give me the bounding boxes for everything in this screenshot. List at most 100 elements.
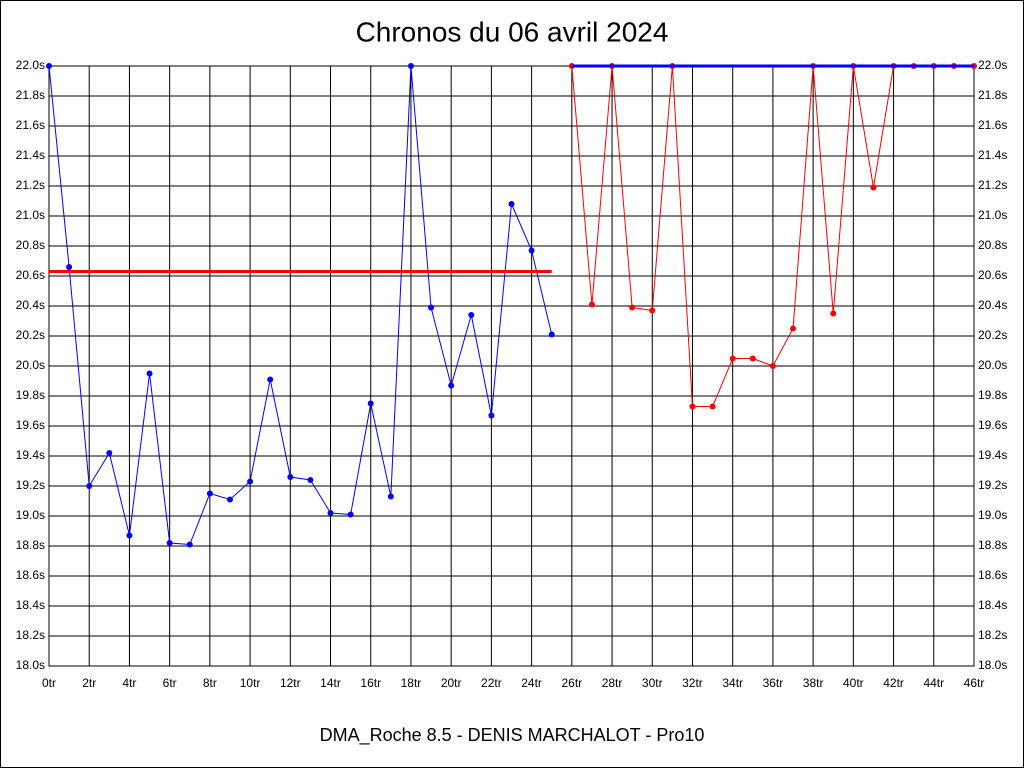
point <box>267 376 274 383</box>
x-tick-label: 8tr <box>203 676 217 690</box>
x-tick-label: 16tr <box>360 676 381 690</box>
x-tick-label: 46tr <box>964 676 985 690</box>
point <box>186 541 193 548</box>
point <box>307 477 314 483</box>
x-tick-label: 44tr <box>923 676 944 690</box>
footer: DMA_Roche 8.5 - DENIS MARCHALOT - Pro10 <box>320 725 705 746</box>
y-tick-label: 20.6s <box>16 268 45 282</box>
chart-title: Chronos du 06 avril 2024 <box>356 16 669 47</box>
point <box>66 264 73 270</box>
y2-tick-label: 21.8s <box>978 88 1007 102</box>
y2-tick-label: 18.6s <box>978 568 1007 582</box>
series-line <box>48 65 553 546</box>
y2-tick-label: 21.0s <box>978 208 1007 222</box>
y2-tick-label: 19.6s <box>978 418 1007 432</box>
point <box>407 63 414 69</box>
point <box>629 304 636 311</box>
x-tick-label: 36tr <box>763 676 784 690</box>
y-tick-label: 21.4s <box>16 148 45 162</box>
x-tick-label: 2tr <box>82 676 96 690</box>
y-tick-label: 21.6s <box>16 118 45 132</box>
point <box>749 355 756 362</box>
y-tick-label: 18.2s <box>16 628 45 642</box>
point <box>327 510 334 516</box>
x-tick-label: 20tr <box>441 676 462 690</box>
point <box>247 478 254 485</box>
y2-tick-label: 18.8s <box>978 538 1007 552</box>
y2-tick-label: 19.0s <box>978 508 1007 522</box>
x-tick-label: 32tr <box>682 676 703 690</box>
point <box>488 412 495 419</box>
x-tick-label: 28tr <box>602 676 623 690</box>
x-tick-label: 42tr <box>883 676 904 690</box>
y2-tick-label: 20.4s <box>978 298 1007 312</box>
y2-tick-label: 20.8s <box>978 238 1007 252</box>
point <box>367 400 374 407</box>
y-tick-label: 22.0s <box>16 58 45 72</box>
y2-tick-label: 21.6s <box>978 118 1007 132</box>
x-tick-label: 12tr <box>280 676 301 690</box>
y2-tick-label: 19.2s <box>978 478 1007 492</box>
y2-tick-label: 20.2s <box>978 328 1007 342</box>
y-tick-label: 20.4s <box>16 298 45 312</box>
x-tick-label: 26tr <box>561 676 582 690</box>
point <box>428 304 435 311</box>
y2-tick-label: 19.8s <box>978 388 1007 402</box>
point <box>206 490 213 497</box>
point <box>790 325 797 332</box>
y-tick-label: 20.0s <box>16 358 45 372</box>
point <box>528 247 535 254</box>
point <box>729 355 736 362</box>
x-tick-label: 10tr <box>240 676 261 690</box>
point <box>709 403 716 410</box>
y2-tick-label: 20.6s <box>978 268 1007 282</box>
y2-tick-label: 18.0s <box>978 658 1007 672</box>
y2-tick-label: 21.2s <box>978 178 1007 192</box>
y2-tick-label: 19.4s <box>978 448 1007 462</box>
point <box>649 307 656 314</box>
point <box>588 301 595 308</box>
point <box>287 474 294 480</box>
x-tick-label: 22tr <box>481 676 502 690</box>
point <box>448 382 455 389</box>
y-tick-label: 19.0s <box>16 508 45 522</box>
point <box>347 511 354 518</box>
point <box>86 483 93 489</box>
y-tick-label: 18.0s <box>16 658 45 672</box>
point <box>126 532 133 539</box>
x-tick-label: 4tr <box>122 676 136 690</box>
point <box>387 493 394 500</box>
y-tick-label: 18.8s <box>16 538 45 552</box>
x-tick-label: 14tr <box>320 676 341 690</box>
y2-tick-label: 18.4s <box>978 598 1007 612</box>
y-tick-label: 21.8s <box>16 88 45 102</box>
point <box>226 496 233 503</box>
y2-tick-label: 20.0s <box>978 358 1007 372</box>
y2-tick-label: 21.4s <box>978 148 1007 162</box>
x-tick-label: 38tr <box>803 676 824 690</box>
y2-tick-label: 18.2s <box>978 628 1007 642</box>
y-tick-label: 20.8s <box>16 238 45 252</box>
y-tick-label: 21.0s <box>16 208 45 222</box>
x-tick-label: 18tr <box>401 676 422 690</box>
y-tick-label: 21.2s <box>16 178 45 192</box>
y-tick-label: 19.4s <box>16 448 45 462</box>
y-tick-label: 20.2s <box>16 328 45 342</box>
point <box>870 184 877 191</box>
point <box>46 63 52 69</box>
point <box>508 201 515 207</box>
y2-tick-label: 22.0s <box>978 58 1007 72</box>
y-tick-label: 18.4s <box>16 598 45 612</box>
point <box>769 363 776 369</box>
x-tick-label: 24tr <box>521 676 542 690</box>
y-tick-label: 19.6s <box>16 418 45 432</box>
point <box>146 370 153 377</box>
point <box>106 450 113 456</box>
point <box>689 403 696 410</box>
y-tick-label: 18.6s <box>16 568 45 582</box>
x-tick-label: 30tr <box>642 676 663 690</box>
point <box>166 540 173 546</box>
x-tick-label: 0tr <box>42 676 56 690</box>
x-tick-label: 40tr <box>843 676 864 690</box>
